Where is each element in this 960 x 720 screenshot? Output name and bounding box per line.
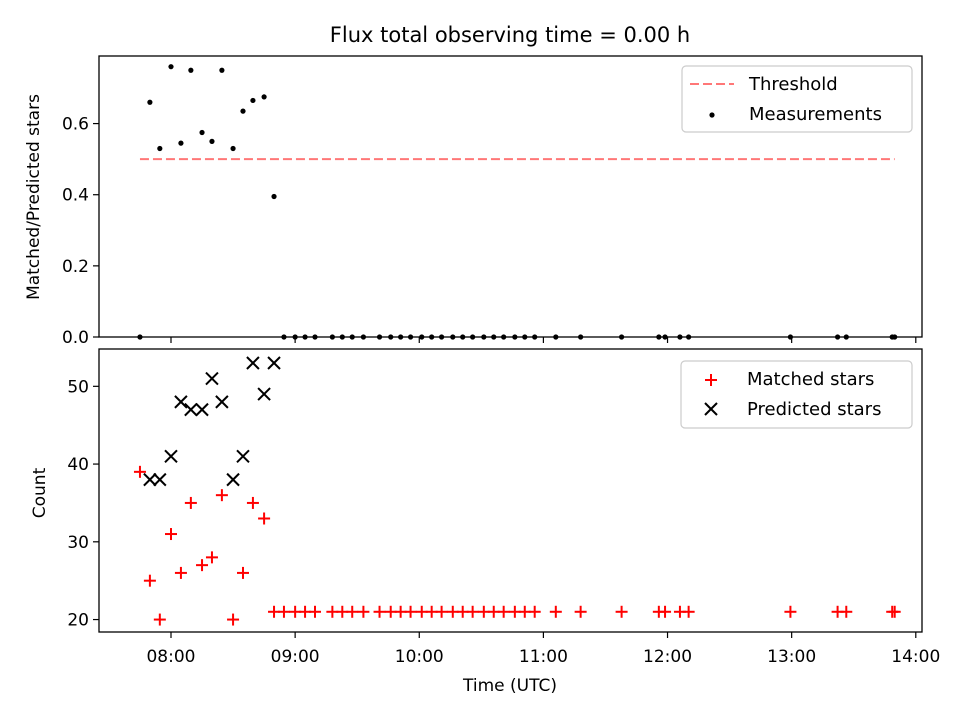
predicted-stars-point bbox=[164, 449, 178, 463]
x-tick-label: 08:00 bbox=[146, 647, 195, 667]
matched-stars-point bbox=[153, 613, 166, 626]
predicted-stars-point bbox=[174, 395, 188, 409]
top-y-tick-label: 0.4 bbox=[62, 186, 89, 206]
matched-stars-point bbox=[682, 605, 695, 618]
predicted-stars-point bbox=[257, 387, 271, 401]
matched-stars-point bbox=[659, 605, 672, 618]
measurements-point bbox=[178, 140, 184, 146]
x-tick-label: 14:00 bbox=[891, 647, 940, 667]
matched-stars-point bbox=[840, 605, 853, 618]
measurements-point bbox=[199, 129, 205, 136]
top-panel: 0.0 0.2 0.4 0.6 Matched/Predicted stars Thr… bbox=[24, 55, 923, 348]
measurements-point bbox=[188, 67, 194, 73]
matched-stars-point bbox=[574, 605, 587, 618]
measurements-point bbox=[157, 145, 163, 152]
top-legend-box bbox=[681, 65, 913, 133]
x-tick-label: 10:00 bbox=[395, 647, 444, 667]
bottom-legend-matched-swatch bbox=[705, 374, 717, 386]
predicted-stars-point bbox=[215, 395, 229, 409]
x-tick-label: 13:00 bbox=[767, 647, 816, 667]
bottom-plot-area bbox=[133, 356, 901, 626]
matched-stars-point bbox=[164, 528, 177, 541]
top-y-tick-label: 0.2 bbox=[62, 257, 89, 277]
top-axes-frame bbox=[98, 55, 923, 338]
x-tick-label: 12:00 bbox=[643, 647, 692, 667]
top-y-axis-label: Matched/Predicted stars bbox=[24, 94, 44, 300]
bottom-legend-matched-label: Matched stars bbox=[747, 369, 874, 390]
matched-stars-point bbox=[888, 605, 901, 618]
bottom-y-tick-label: 50 bbox=[67, 377, 89, 397]
matched-stars-point bbox=[174, 566, 187, 579]
matched-stars-point bbox=[205, 551, 218, 564]
top-legend-measurements-swatch bbox=[709, 112, 715, 118]
matched-stars-point bbox=[227, 613, 240, 626]
bottom-y-axis-label: Count bbox=[30, 467, 50, 518]
bottom-legend-box bbox=[680, 360, 913, 429]
matched-stars-point bbox=[143, 574, 156, 587]
matched-stars-point bbox=[373, 605, 386, 618]
matched-stars-point bbox=[549, 605, 562, 618]
figure-title: Flux total observing time = 0.00 h bbox=[330, 23, 690, 47]
bottom-legend-predicted-swatch bbox=[704, 402, 718, 416]
bottom-panel: 20 30 40 50 08:00 09:00 10:00 11:00 12:00 13:00 1… bbox=[30, 348, 940, 696]
measurements-point bbox=[230, 145, 236, 152]
matched-stars-point bbox=[497, 605, 510, 618]
top-y-ticks: 0.0 0.2 0.4 0.6 bbox=[62, 115, 99, 348]
predicted-stars-point bbox=[205, 371, 219, 386]
matched-stars-point bbox=[528, 605, 541, 618]
matched-stars-point bbox=[784, 605, 797, 618]
matched-stars-point bbox=[184, 496, 197, 509]
bottom-y-ticks: 20 30 40 50 bbox=[67, 377, 99, 631]
measurements-point bbox=[168, 64, 174, 70]
matched-stars-point bbox=[435, 605, 448, 618]
matched-stars-point bbox=[277, 605, 290, 618]
predicted-stars-point bbox=[153, 472, 167, 487]
predicted-stars-point bbox=[195, 402, 209, 417]
predicted-stars-point bbox=[226, 472, 240, 487]
top-legend: Threshold Measurements bbox=[681, 65, 913, 133]
bottom-y-tick-label: 30 bbox=[67, 533, 89, 553]
bottom-axes-frame bbox=[98, 348, 923, 633]
matched-stars-point bbox=[466, 605, 479, 618]
bottom-legend-predicted-label: Predicted stars bbox=[747, 399, 881, 420]
matched-stars-point bbox=[236, 566, 249, 579]
matched-stars-point bbox=[133, 465, 146, 478]
measurements-point bbox=[240, 108, 246, 114]
predicted-stars-point bbox=[246, 356, 260, 370]
matched-stars-point bbox=[196, 559, 209, 572]
matched-stars-point bbox=[346, 605, 359, 618]
matched-stars-point bbox=[258, 512, 271, 525]
bottom-legend: Matched stars Predicted stars bbox=[680, 360, 913, 429]
bottom-x-ticks: 08:00 09:00 10:00 11:00 12:00 13:00 14:00 bbox=[146, 632, 940, 667]
measurements-point bbox=[250, 97, 256, 104]
matched-stars-point bbox=[404, 605, 417, 618]
predicted-stars-point bbox=[236, 449, 250, 463]
measurements-point bbox=[209, 138, 215, 144]
top-legend-measurements-label: Measurements bbox=[749, 104, 882, 125]
top-y-tick-label: 0.6 bbox=[62, 115, 89, 135]
top-x-tick-marks bbox=[170, 337, 917, 343]
predicted-stars-point bbox=[267, 356, 281, 370]
matched-stars-point bbox=[308, 605, 321, 618]
matched-stars-point bbox=[215, 489, 228, 502]
predicted-stars-point bbox=[184, 402, 198, 417]
measurements-point bbox=[261, 94, 267, 100]
x-tick-label: 11:00 bbox=[519, 647, 568, 667]
x-tick-label: 09:00 bbox=[271, 647, 320, 667]
matched-stars-point bbox=[246, 496, 259, 509]
bottom-y-tick-label: 40 bbox=[67, 455, 89, 475]
measurements-point bbox=[147, 99, 153, 105]
matched-stars-point bbox=[357, 605, 370, 618]
top-y-tick-label: 0.0 bbox=[62, 328, 89, 348]
top-legend-threshold-label: Threshold bbox=[748, 74, 838, 95]
bottom-y-tick-label: 20 bbox=[67, 611, 89, 631]
predicted-stars-point bbox=[143, 472, 157, 487]
matched-stars-point bbox=[615, 605, 628, 618]
measurements-point bbox=[271, 193, 277, 200]
measurements-point bbox=[219, 67, 225, 73]
x-axis-label: Time (UTC) bbox=[462, 676, 557, 696]
